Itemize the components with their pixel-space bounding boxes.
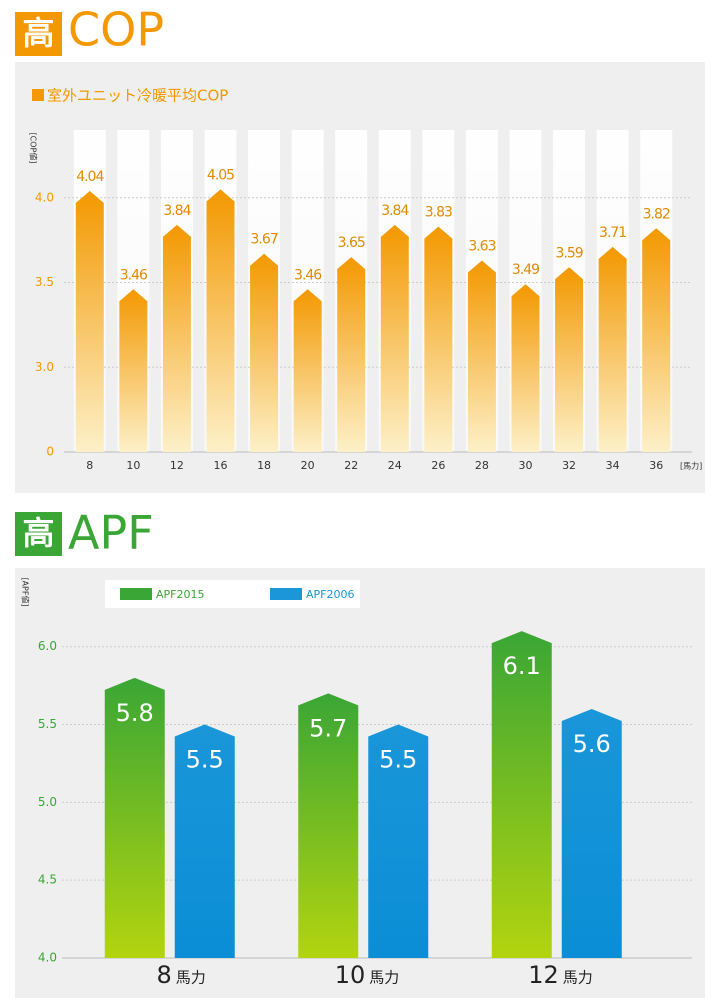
bar <box>561 708 622 958</box>
legend-swatch <box>32 89 44 101</box>
y-tick-label: 3.0 <box>35 360 54 374</box>
x-axis-unit: 馬力 <box>563 969 593 987</box>
data-label: 5.5 <box>186 746 224 774</box>
x-tick-label: 26 <box>431 459 445 472</box>
bar <box>424 226 453 452</box>
data-label: 3.84 <box>163 203 191 219</box>
bar <box>380 224 409 452</box>
bar <box>511 284 540 452</box>
legend-swatch <box>270 588 302 600</box>
bar <box>162 224 191 452</box>
y-tick-label: 5.0 <box>38 795 57 809</box>
badge: 高 <box>22 14 54 52</box>
bar <box>119 289 148 452</box>
data-label: 6.1 <box>503 652 541 680</box>
x-tick-label: 12 <box>528 961 559 989</box>
bar <box>598 246 627 452</box>
legend-label: 室外ユニット冷暖平均COP <box>47 87 228 105</box>
bar <box>368 724 429 958</box>
bar <box>174 724 235 958</box>
bar <box>298 693 359 958</box>
x-tick-label: 34 <box>606 459 620 472</box>
bar <box>337 257 366 452</box>
data-label: 3.46 <box>294 267 322 283</box>
data-label: 3.83 <box>425 205 452 221</box>
y-tick-label: 4.0 <box>38 951 57 965</box>
data-label: 3.71 <box>599 225 626 241</box>
x-tick-label: 16 <box>214 459 228 472</box>
chart-title: COP <box>68 3 164 57</box>
y-tick-label: 5.5 <box>38 717 57 731</box>
bar <box>250 253 279 452</box>
y-tick-label: 3.5 <box>35 275 54 289</box>
x-tick-label: 18 <box>257 459 271 472</box>
x-tick-label: 28 <box>475 459 489 472</box>
x-tick-label: 32 <box>562 459 576 472</box>
x-tick-label: 36 <box>649 459 663 472</box>
x-axis-unit: 馬力 <box>369 969 399 987</box>
y-tick-label: 6.0 <box>38 639 57 653</box>
x-tick-label: 10 <box>335 961 366 989</box>
data-label: 3.63 <box>468 238 495 254</box>
badge-bg <box>15 12 62 56</box>
bar <box>491 631 552 958</box>
data-label: 5.5 <box>379 746 417 774</box>
x-tick-label: 24 <box>388 459 402 472</box>
bar <box>467 260 496 452</box>
data-label: 3.67 <box>250 232 277 248</box>
x-tick-label: 10 <box>126 459 140 472</box>
data-label: 3.59 <box>555 245 582 261</box>
data-label: 3.65 <box>338 235 365 251</box>
x-tick-label: 20 <box>301 459 315 472</box>
badge: 高 <box>22 514 54 552</box>
chart-title: APF <box>68 506 154 560</box>
legend-label: APF2015 <box>156 588 204 601</box>
bar <box>293 289 322 452</box>
y-tick-label: 0 <box>46 445 54 459</box>
y-axis-label: [APF値] <box>21 577 31 606</box>
bar <box>75 191 104 452</box>
bar <box>642 228 671 452</box>
data-label: 3.49 <box>512 262 539 278</box>
x-tick-label: 22 <box>344 459 358 472</box>
x-tick-label: 8 <box>86 459 93 472</box>
data-label: 5.6 <box>573 730 611 758</box>
data-label: 3.84 <box>381 203 409 219</box>
bar <box>104 677 165 958</box>
y-tick-label: 4.0 <box>35 190 54 204</box>
x-tick-label: 12 <box>170 459 184 472</box>
data-label: 3.46 <box>120 267 148 283</box>
legend-swatch <box>120 588 152 600</box>
data-label: 5.7 <box>309 714 347 742</box>
y-axis-label: [COP値] <box>29 133 39 164</box>
bar <box>206 189 235 452</box>
data-label: 5.8 <box>116 699 154 727</box>
data-label: 4.04 <box>76 169 104 185</box>
bar <box>555 267 584 452</box>
y-tick-label: 4.5 <box>38 873 57 887</box>
data-label: 3.82 <box>643 206 670 222</box>
badge-bg <box>15 512 62 556</box>
data-label: 4.05 <box>207 167 234 183</box>
legend-label: APF2006 <box>306 588 354 601</box>
x-axis-unit: [馬力] <box>680 461 702 471</box>
x-tick-label: 8 <box>156 961 171 989</box>
x-tick-label: 30 <box>519 459 533 472</box>
x-axis-unit: 馬力 <box>176 969 206 987</box>
